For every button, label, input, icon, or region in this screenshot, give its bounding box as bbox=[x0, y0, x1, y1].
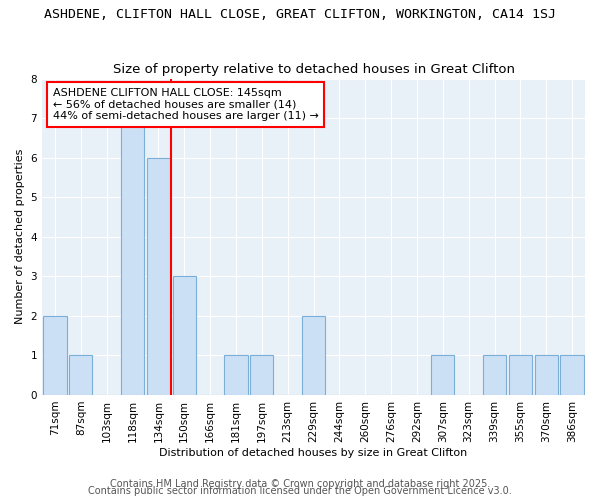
Text: Contains HM Land Registry data © Crown copyright and database right 2025.: Contains HM Land Registry data © Crown c… bbox=[110, 479, 490, 489]
Text: ASHDENE, CLIFTON HALL CLOSE, GREAT CLIFTON, WORKINGTON, CA14 1SJ: ASHDENE, CLIFTON HALL CLOSE, GREAT CLIFT… bbox=[44, 8, 556, 20]
Text: ASHDENE CLIFTON HALL CLOSE: 145sqm
← 56% of detached houses are smaller (14)
44%: ASHDENE CLIFTON HALL CLOSE: 145sqm ← 56%… bbox=[53, 88, 319, 121]
Title: Size of property relative to detached houses in Great Clifton: Size of property relative to detached ho… bbox=[113, 63, 515, 76]
Bar bbox=[535, 356, 558, 395]
Bar bbox=[69, 356, 92, 395]
Bar bbox=[121, 118, 144, 395]
Bar bbox=[560, 356, 584, 395]
Y-axis label: Number of detached properties: Number of detached properties bbox=[15, 149, 25, 324]
Bar bbox=[302, 316, 325, 395]
Bar bbox=[509, 356, 532, 395]
Bar bbox=[224, 356, 248, 395]
Bar bbox=[173, 276, 196, 395]
Bar bbox=[483, 356, 506, 395]
X-axis label: Distribution of detached houses by size in Great Clifton: Distribution of detached houses by size … bbox=[160, 448, 467, 458]
Bar bbox=[147, 158, 170, 395]
Bar bbox=[250, 356, 274, 395]
Text: Contains public sector information licensed under the Open Government Licence v3: Contains public sector information licen… bbox=[88, 486, 512, 496]
Bar bbox=[43, 316, 67, 395]
Bar bbox=[431, 356, 454, 395]
